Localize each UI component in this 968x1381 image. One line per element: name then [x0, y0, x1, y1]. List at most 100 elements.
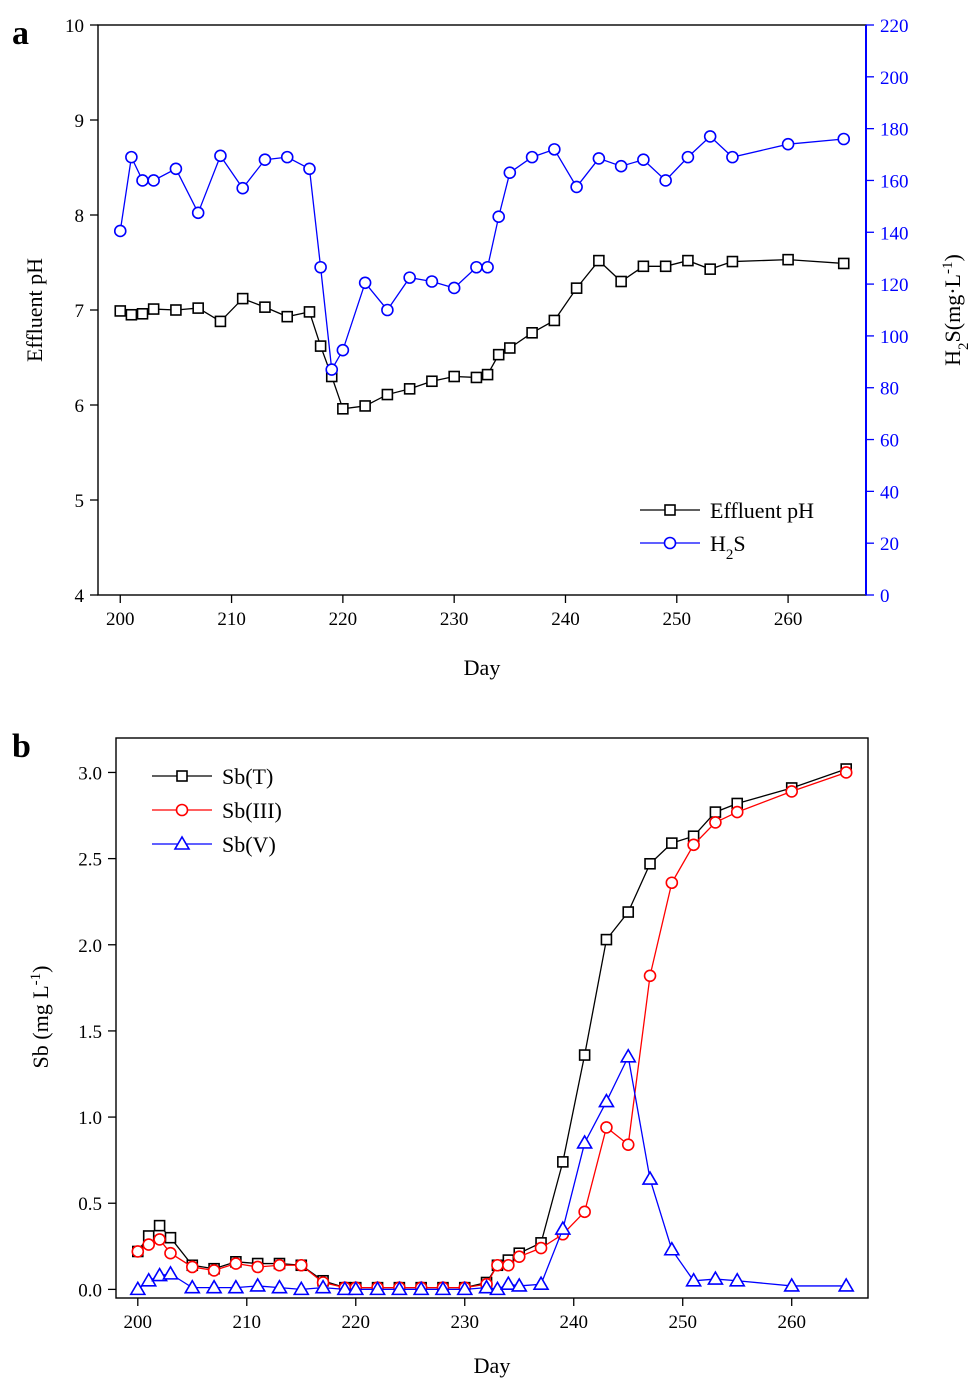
data-point — [113, 224, 127, 238]
panel-b: b 200 210 220 230 240 250 260 0.0 0.5 1.0 1.5 2.0 2.… — [12, 728, 869, 1378]
y-tick-label-left-a: 9 — [75, 111, 85, 132]
y-tick-label-right-a: 60 — [880, 431, 899, 452]
data-point — [249, 1277, 267, 1292]
data-point — [637, 260, 650, 273]
data-point — [162, 1265, 179, 1280]
data-point — [470, 371, 483, 384]
data-point — [336, 1280, 354, 1296]
data-point — [703, 130, 717, 143]
x-axis-title-a: Day — [464, 655, 501, 680]
data-point — [503, 166, 517, 179]
legend-label: Effluent pH — [710, 498, 814, 523]
data-point — [426, 375, 438, 388]
data-point — [600, 933, 613, 946]
data-point — [481, 368, 494, 381]
data-point — [131, 1245, 145, 1258]
data-point — [782, 253, 794, 266]
data-point — [644, 857, 656, 870]
series-line — [119, 135, 844, 372]
y-tick-label-right-a: 200 — [880, 68, 909, 89]
data-point — [280, 150, 294, 164]
data-point — [839, 766, 853, 779]
data-point — [637, 153, 650, 167]
data-point — [403, 271, 416, 284]
data-point — [147, 174, 160, 187]
data-point — [492, 348, 505, 361]
data-point — [303, 162, 316, 176]
data-point — [125, 150, 138, 164]
legend-b: Sb(T) Sb(III) Sb(V) — [152, 764, 282, 857]
data-point — [554, 1220, 572, 1235]
x-tick-label-b: 210 — [233, 1312, 262, 1333]
data-point — [281, 310, 294, 323]
data-point — [709, 816, 722, 829]
panel-label-b: b — [12, 728, 31, 765]
data-point — [425, 275, 439, 288]
x-tick-label-b: 240 — [559, 1312, 588, 1333]
y-tick-label-left-a: 8 — [75, 206, 85, 227]
data-point — [337, 402, 349, 415]
legend-label: Sb(V) — [222, 832, 276, 857]
series-line — [120, 258, 844, 410]
data-point — [412, 1280, 430, 1296]
data-point — [781, 137, 795, 151]
data-point — [170, 304, 182, 316]
data-point — [510, 1277, 528, 1292]
data-point — [164, 1231, 177, 1244]
legend-label: Sb(III) — [222, 798, 282, 823]
data-point — [151, 1267, 168, 1282]
data-point — [258, 153, 272, 167]
data-point — [470, 260, 483, 274]
data-point — [576, 1134, 594, 1149]
data-point — [207, 1264, 221, 1277]
y-tick-label-right-a: 180 — [880, 120, 909, 141]
data-point — [153, 1219, 166, 1232]
data-point — [147, 303, 160, 315]
data-point — [153, 1233, 166, 1246]
data-point — [593, 254, 605, 267]
x-tick-label-b: 260 — [777, 1312, 806, 1333]
data-point — [251, 1260, 264, 1274]
data-point — [214, 315, 227, 328]
data-point — [359, 400, 371, 412]
data-point — [169, 162, 183, 176]
y-tick-label-left-a: 6 — [75, 396, 85, 417]
x-tick-label-b: 230 — [451, 1312, 480, 1333]
data-point — [548, 314, 561, 327]
text-segment: H — [710, 531, 726, 556]
y-tick-label-b: 2.0 — [78, 936, 102, 957]
data-point — [183, 1279, 201, 1294]
data-point — [659, 260, 672, 273]
data-point — [403, 383, 416, 395]
data-point — [292, 1280, 310, 1296]
data-point — [622, 906, 635, 918]
data-point — [125, 308, 138, 321]
data-point — [492, 210, 505, 224]
axes-a: 200 210 220 230 240 250 2604567891002040608010… — [65, 16, 909, 630]
data-point — [236, 292, 249, 305]
data-point — [666, 837, 678, 849]
data-point — [726, 150, 739, 164]
data-point — [578, 1205, 591, 1219]
text-segment: H — [940, 350, 965, 366]
data-point — [837, 132, 851, 146]
legend-a: Effluent pH H2S — [640, 498, 814, 563]
y-axis-title-right-a: H2S(mg·L-1) — [940, 254, 968, 366]
data-point — [314, 340, 327, 352]
data-point — [303, 306, 316, 318]
y-tick-label-b: 3.0 — [78, 763, 102, 784]
data-point — [659, 174, 672, 187]
legend-marker — [175, 803, 189, 817]
series-group-a — [113, 130, 851, 415]
data-point — [730, 805, 744, 819]
data-point — [314, 1279, 332, 1294]
data-point — [191, 206, 205, 220]
data-point — [785, 785, 799, 798]
y-axis-title-left-a: Effluent pH — [22, 258, 47, 362]
data-point — [663, 1241, 681, 1256]
data-point — [447, 281, 461, 295]
data-point — [570, 282, 583, 294]
x-tick-label-a: 240 — [551, 609, 580, 630]
data-point — [259, 301, 271, 313]
data-point — [621, 1138, 635, 1151]
